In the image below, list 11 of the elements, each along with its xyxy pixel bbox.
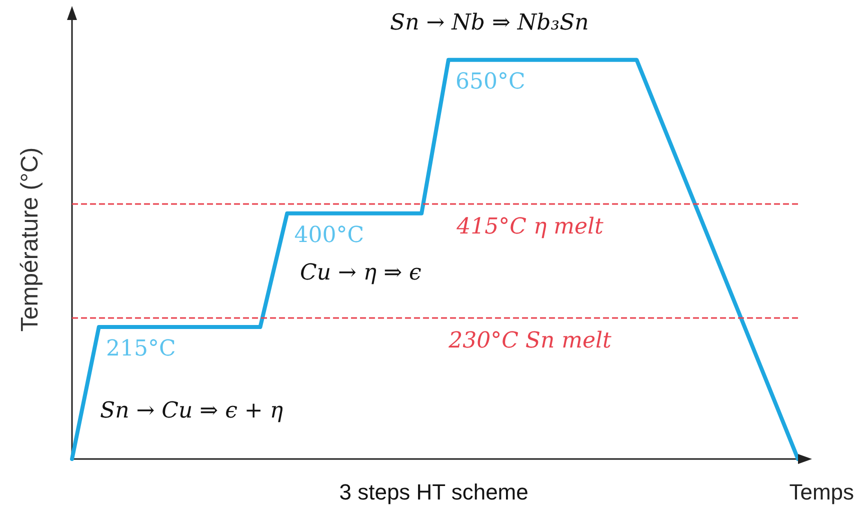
data-label: 400°C [294,222,364,248]
data-label: 650°C [456,69,526,94]
data-label: 215°C [106,336,176,362]
annotation: Cu → η ⇒ ϵ [300,260,422,286]
text: 3 steps HT scheme [339,480,528,504]
y-axis-title: Température (°C) [16,147,44,332]
annotation: Sn → Cu ⇒ ϵ + η [100,398,284,424]
x-axis-title: Temps [789,480,854,504]
ref-line-label: 415°C η melt [456,214,604,240]
text: Sn → Nb ⇒ Nb₃Sn [390,10,589,36]
ref-line-label: 230°C Sn melt [448,328,612,354]
